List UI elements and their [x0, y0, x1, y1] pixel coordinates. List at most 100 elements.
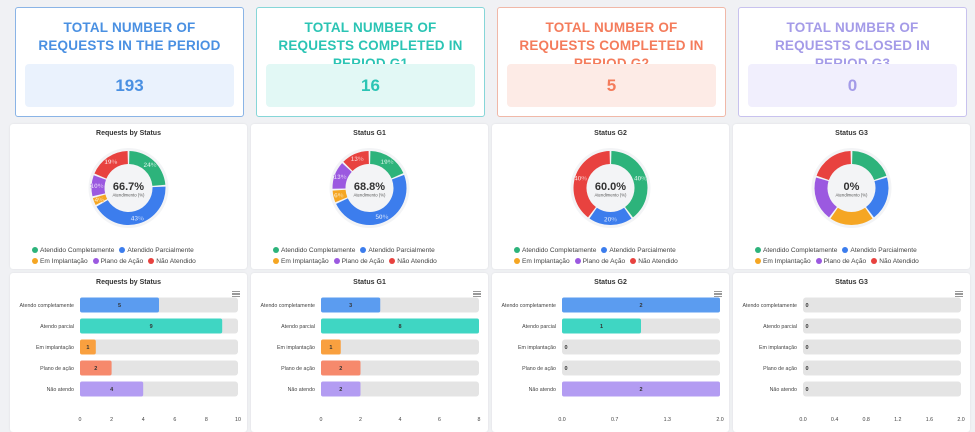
slice-label: 6%: [334, 192, 344, 199]
legend-label: Atendido Completamente: [40, 247, 115, 254]
chart-title: Status G2: [594, 130, 627, 137]
tick-label: 2: [110, 417, 113, 423]
bar-value-label: 0: [564, 366, 567, 372]
tick-label: 0: [320, 417, 323, 423]
legend-item[interactable]: Plano de Ação: [92, 256, 143, 267]
kpi-card-total: TOTAL NUMBER OF REQUESTS IN THE PERIOD 1…: [15, 7, 244, 117]
donut-slice: [866, 177, 889, 218]
tick-label: 6: [173, 417, 176, 423]
chart-legend: Atendido Completamente Atendido Parcialme…: [273, 245, 484, 267]
bar-value-label: 2: [339, 366, 342, 372]
donut-slice: [611, 151, 648, 218]
legend-label: Atendido Parcialmente: [609, 247, 676, 254]
donut-chart: 0%Atendimento (%): [811, 148, 892, 228]
kpi-card-g2: TOTAL NUMBER OF REQUESTS COMPLETED IN PE…: [497, 7, 726, 117]
menu-icon[interactable]: [955, 291, 963, 298]
legend-item[interactable]: Em Implantação: [514, 256, 570, 267]
donut-slice: [336, 174, 407, 225]
bar-value-label: 2: [339, 387, 342, 393]
legend-item[interactable]: Em Implantação: [273, 256, 329, 267]
menu-icon[interactable]: [232, 291, 240, 298]
category-label: Atendo parcial: [763, 324, 797, 330]
slice-label: 10%: [91, 183, 104, 190]
bar-card-g1: Status G1 Atendo completamente 3 Atendo pa…: [251, 273, 488, 432]
legend-dot-icon: [360, 246, 367, 253]
donut-slice: [814, 177, 837, 218]
tick-label: 8: [205, 417, 208, 423]
legend-dot-icon: [389, 257, 396, 264]
tick-label: 0.0: [799, 417, 806, 423]
bar-track: [80, 360, 238, 376]
legend-item[interactable]: Plano de Ação: [815, 256, 867, 267]
bar-track: [562, 339, 720, 355]
legend-label: Atendido Parcialmente: [368, 247, 435, 254]
category-label: Em implantação: [518, 345, 556, 351]
legend-label: Plano de Ação: [823, 258, 867, 265]
legend-dot-icon: [514, 257, 520, 264]
menu-icon[interactable]: [714, 291, 722, 298]
legend-item[interactable]: Atendido Completamente: [273, 245, 355, 256]
bar-value-label: 2: [639, 387, 642, 393]
donut-slice: [370, 151, 404, 179]
legend-label: Em Implantação: [763, 258, 811, 265]
legend-item[interactable]: Não Atendido: [389, 256, 437, 267]
bar: [321, 339, 341, 355]
tick-label: 6: [438, 417, 441, 423]
legend-label: Plano de Ação: [582, 258, 626, 265]
donut-chart: 19% 50% 6% 13% 13% 68.8%Atendimento (%): [329, 148, 410, 228]
kpi-card-g3: TOTAL NUMBER OF REQUESTS CLOSED IN PERIO…: [738, 7, 967, 117]
donut-slice: [91, 175, 106, 197]
legend-dot-icon: [119, 246, 126, 253]
legend-item[interactable]: Não Atendido: [148, 256, 196, 267]
chart-legend: Atendido Completamente Atendido Parcialme…: [755, 245, 966, 267]
legend-label: Não Atendido: [397, 258, 437, 265]
chart-title: Requests by Status: [96, 279, 161, 286]
legend-item[interactable]: Atendido Parcialmente: [842, 245, 917, 256]
kpi-title: TOTAL NUMBER OF REQUESTS CLOSED IN PERIO…: [774, 20, 931, 71]
legend-label: Plano de Ação: [341, 258, 385, 265]
bar: [321, 381, 361, 397]
legend-dot-icon: [871, 257, 878, 264]
legend-item[interactable]: Plano de Ação: [333, 256, 385, 267]
center-value: 66.7%: [113, 181, 144, 193]
legend-item[interactable]: Atendido Parcialmente: [119, 245, 194, 256]
category-label: Em implantação: [759, 345, 797, 351]
slice-label: 19%: [381, 159, 394, 166]
bar-chart: Atendo completamente 3 Atendo parcial 8 Em i…: [261, 297, 481, 423]
legend-dot-icon: [32, 257, 38, 264]
bar-track: [80, 339, 238, 355]
legend-item[interactable]: Atendido Completamente: [514, 245, 596, 256]
legend-item[interactable]: Atendido Completamente: [32, 245, 114, 256]
legend-item[interactable]: Atendido Completamente: [755, 245, 837, 256]
donut-slice: [92, 194, 108, 206]
bar: [80, 381, 144, 397]
legend-item[interactable]: Em Implantação: [755, 256, 811, 267]
bar-track: [803, 339, 961, 355]
center-label: Atendimento (%): [835, 193, 868, 198]
slice-label: 13%: [351, 156, 364, 163]
bar-value-label: 5: [118, 303, 121, 309]
bar: [80, 339, 96, 355]
legend-item[interactable]: Atendido Parcialmente: [601, 245, 676, 256]
legend-item[interactable]: Atendido Parcialmente: [360, 245, 435, 256]
bar-value-label: 3: [349, 303, 352, 309]
donut-chart: 40% 20% 40% 60.0%Atendimento (%): [570, 148, 651, 228]
chart-title: Status G1: [353, 130, 386, 137]
donut-slice: [589, 207, 632, 225]
legend-item[interactable]: Plano de Ação: [574, 256, 626, 267]
category-label: Plano de ação: [40, 366, 74, 372]
menu-icon[interactable]: [473, 291, 481, 298]
bar: [80, 297, 159, 313]
legend-item[interactable]: Em Implantação: [32, 256, 88, 267]
category-label: Atendo parcial: [522, 324, 556, 330]
legend-item[interactable]: Não Atendido: [630, 256, 678, 267]
legend-label: Não Atendido: [879, 258, 919, 265]
bar: [80, 318, 223, 334]
legend-dot-icon: [333, 257, 340, 264]
tick-label: 0.7: [611, 417, 618, 423]
category-label: Plano de ação: [522, 366, 556, 372]
donut-slice: [573, 151, 610, 218]
bar-track: [803, 381, 961, 397]
legend-item[interactable]: Não Atendido: [871, 256, 919, 267]
tick-label: 0.4: [831, 417, 838, 423]
